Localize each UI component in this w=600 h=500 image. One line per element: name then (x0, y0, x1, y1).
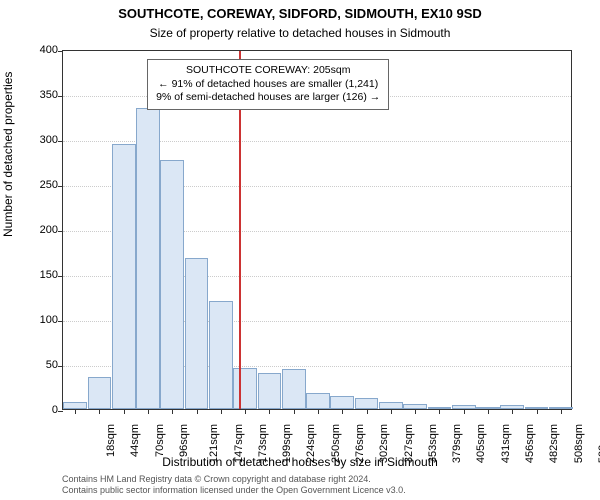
ytick-label: 300 (18, 134, 58, 146)
ytick-mark (58, 366, 63, 367)
xtick-label: 508sqm (573, 424, 585, 463)
attribution: Contains HM Land Registry data © Crown c… (62, 474, 406, 496)
xtick-label: 456sqm (524, 424, 536, 463)
histogram-bar (136, 108, 160, 410)
histogram-bar (233, 368, 257, 409)
ytick-mark (58, 411, 63, 412)
xtick-mark (391, 409, 392, 414)
ytick-label: 250 (18, 179, 58, 191)
xtick-mark (342, 409, 343, 414)
histogram-bar (88, 377, 112, 409)
ytick-mark (58, 186, 63, 187)
ytick-label: 50 (18, 359, 58, 371)
attribution-line: Contains public sector information licen… (62, 485, 406, 496)
xtick-label: 121sqm (208, 424, 220, 463)
xtick-label: 482sqm (548, 424, 560, 463)
histogram-bar (185, 258, 209, 409)
xtick-mark (439, 409, 440, 414)
xtick-mark (294, 409, 295, 414)
xtick-label: 70sqm (154, 424, 166, 457)
ytick-mark (58, 141, 63, 142)
xtick-label: 379sqm (451, 424, 463, 463)
xtick-label: 353sqm (427, 424, 439, 463)
xtick-label: 431sqm (500, 424, 512, 463)
xtick-mark (124, 409, 125, 414)
histogram-bar (209, 301, 233, 409)
xtick-label: 44sqm (129, 424, 141, 457)
xtick-label: 147sqm (233, 424, 245, 463)
xtick-label: 405sqm (476, 424, 488, 463)
annotation-line: ← 91% of detached houses are smaller (1,… (156, 78, 380, 92)
histogram-bar (258, 373, 282, 409)
ytick-label: 150 (18, 269, 58, 281)
xtick-mark (367, 409, 368, 414)
histogram-bar (63, 402, 87, 409)
ytick-label: 100 (18, 314, 58, 326)
xtick-mark (99, 409, 100, 414)
attribution-line: Contains HM Land Registry data © Crown c… (62, 474, 406, 485)
xtick-mark (415, 409, 416, 414)
chart-container: SOUTHCOTE, COREWAY, SIDFORD, SIDMOUTH, E… (0, 0, 600, 500)
xtick-mark (318, 409, 319, 414)
histogram-bar (112, 144, 136, 410)
ytick-mark (58, 231, 63, 232)
xtick-mark (269, 409, 270, 414)
xtick-label: 302sqm (378, 424, 390, 463)
plot-area: SOUTHCOTE COREWAY: 205sqm← 91% of detach… (62, 50, 572, 410)
annotation-box: SOUTHCOTE COREWAY: 205sqm← 91% of detach… (147, 59, 389, 110)
xtick-label: 224sqm (306, 424, 318, 463)
histogram-bar (306, 393, 330, 409)
histogram-bar (379, 402, 403, 409)
xtick-label: 276sqm (354, 424, 366, 463)
histogram-bar (282, 369, 306, 409)
xtick-mark (75, 409, 76, 414)
xtick-mark (172, 409, 173, 414)
chart-title: SOUTHCOTE, COREWAY, SIDFORD, SIDMOUTH, E… (0, 6, 600, 21)
annotation-line: 9% of semi-detached houses are larger (1… (156, 91, 380, 105)
xtick-mark (197, 409, 198, 414)
xtick-mark (221, 409, 222, 414)
y-axis-label: Number of detached properties (1, 72, 15, 237)
xtick-mark (512, 409, 513, 414)
xtick-mark (464, 409, 465, 414)
histogram-bar (330, 396, 354, 409)
histogram-bar (355, 398, 379, 409)
ytick-label: 350 (18, 89, 58, 101)
xtick-label: 199sqm (281, 424, 293, 463)
chart-subtitle: Size of property relative to detached ho… (0, 26, 600, 40)
xtick-mark (488, 409, 489, 414)
xtick-label: 250sqm (330, 424, 342, 463)
xtick-label: 18sqm (105, 424, 117, 457)
ytick-label: 400 (18, 44, 58, 56)
ytick-mark (58, 96, 63, 97)
ytick-mark (58, 51, 63, 52)
ytick-label: 200 (18, 224, 58, 236)
xtick-mark (537, 409, 538, 414)
ytick-mark (58, 321, 63, 322)
ytick-mark (58, 276, 63, 277)
histogram-bar (160, 160, 184, 409)
xtick-mark (561, 409, 562, 414)
xtick-label: 96sqm (178, 424, 190, 457)
xtick-mark (148, 409, 149, 414)
ytick-label: 0 (18, 404, 58, 416)
xtick-mark (245, 409, 246, 414)
annotation-line: SOUTHCOTE COREWAY: 205sqm (156, 64, 380, 78)
xtick-label: 327sqm (403, 424, 415, 463)
xtick-label: 173sqm (257, 424, 269, 463)
